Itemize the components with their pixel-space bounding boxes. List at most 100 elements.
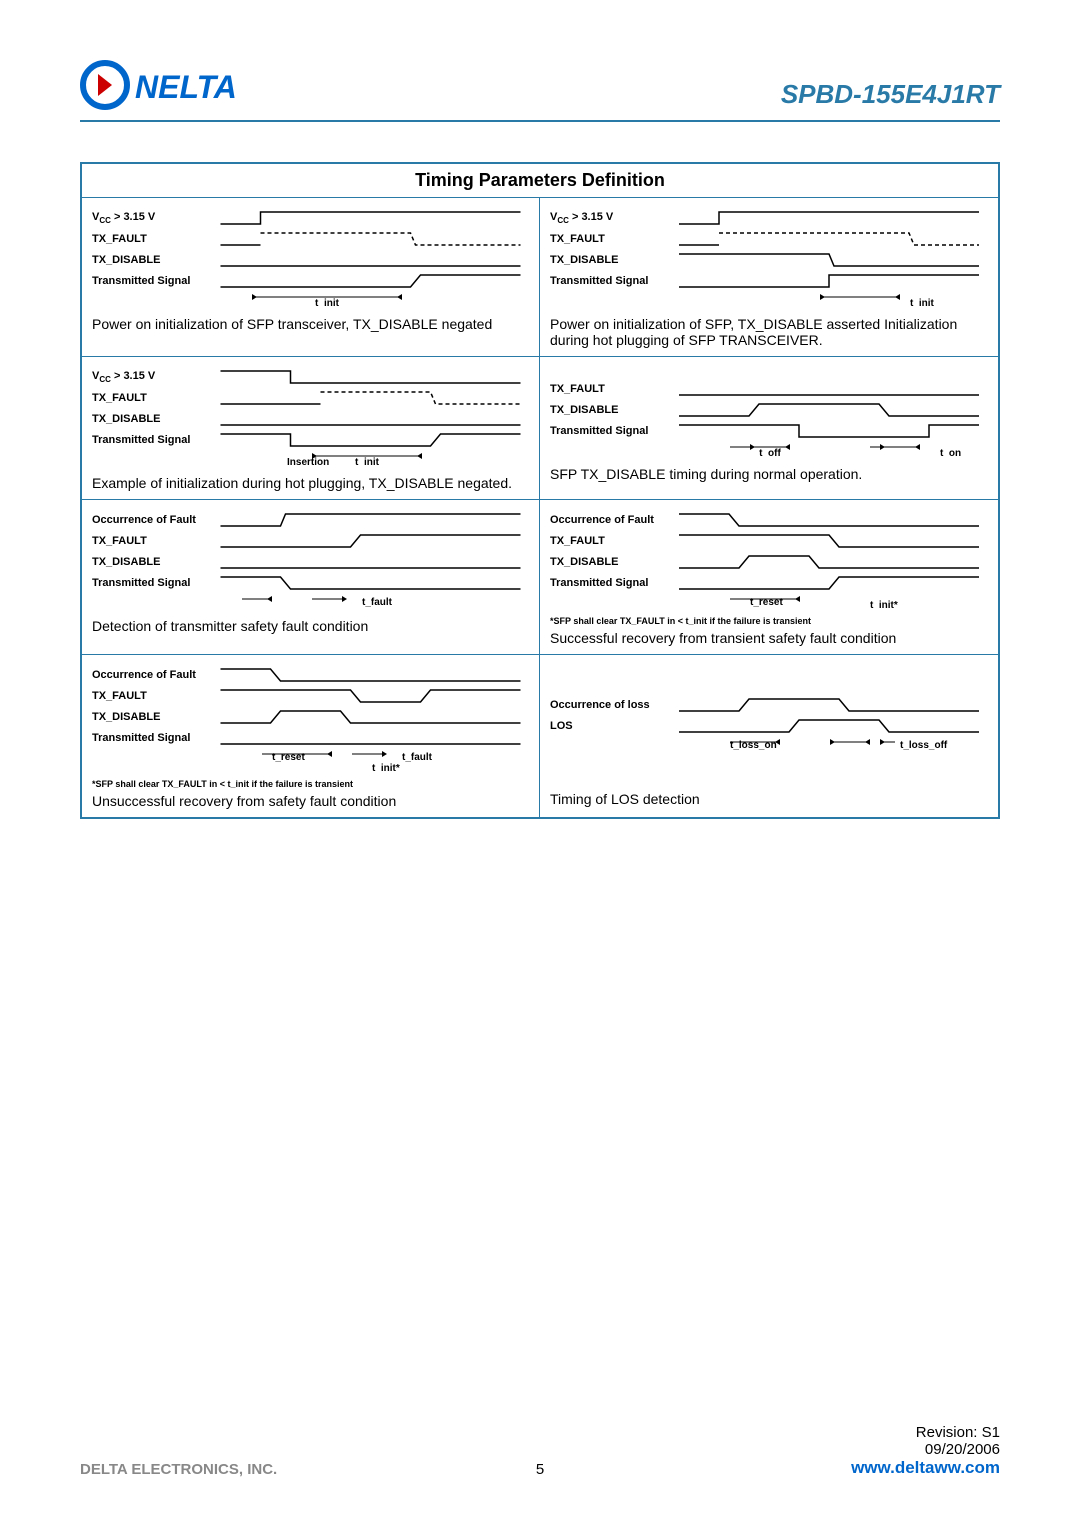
caption: SFP TX_DISABLE timing during normal oper… xyxy=(550,466,988,482)
signal-label: TX_FAULT xyxy=(92,233,212,245)
caption: Power on initialization of SFP, TX_DISAB… xyxy=(550,316,988,348)
timing-label: t_loss_off xyxy=(900,740,948,751)
signal-label: Transmitted Signal xyxy=(550,425,670,437)
revision: Revision: S1 xyxy=(851,1424,1000,1441)
signal-label: TX_DISABLE xyxy=(550,404,670,416)
signal-label: Transmitted Signal xyxy=(550,577,670,589)
caption: Successful recovery from transient safet… xyxy=(550,630,988,646)
timing-label: Insertion xyxy=(287,457,329,466)
waveform xyxy=(212,687,529,705)
waveform xyxy=(670,401,988,419)
signal-label: TX_FAULT xyxy=(92,535,212,547)
page-number: 5 xyxy=(536,1461,544,1478)
signal-label: TX_DISABLE xyxy=(92,711,212,723)
waveform xyxy=(670,230,988,248)
waveform xyxy=(670,511,988,529)
timing-cell: Occurrence of Fault TX_FAULT TX_DISABLE … xyxy=(540,500,998,654)
footer-right: Revision: S1 09/20/2006 www.deltaww.com xyxy=(851,1424,1000,1478)
signal-label: VCC > 3.15 V xyxy=(92,211,212,225)
waveform xyxy=(670,532,988,550)
table-row: VCC > 3.15 V TX_FAULT TX_DISABLE Transmi… xyxy=(82,357,998,500)
timing-cell: Occurrence of Fault TX_FAULT TX_DISABLE … xyxy=(82,500,540,654)
waveform xyxy=(212,272,529,290)
footer-company: DELTA ELECTRONICS, INC. xyxy=(80,1461,277,1478)
waveform xyxy=(670,574,988,592)
waveform xyxy=(212,532,529,550)
date: 09/20/2006 xyxy=(851,1441,1000,1458)
signal-label: VCC > 3.15 V xyxy=(550,211,670,225)
waveform xyxy=(670,209,988,227)
waveform xyxy=(212,209,529,227)
part-number: SPBD-155E4J1RT xyxy=(781,79,1000,110)
waveform xyxy=(670,553,988,571)
timing-label: t_init xyxy=(355,457,380,466)
waveform xyxy=(212,251,529,269)
page-footer: DELTA ELECTRONICS, INC. 5 Revision: S1 0… xyxy=(80,1424,1000,1478)
signal-label: TX_DISABLE xyxy=(550,254,670,266)
waveform xyxy=(670,422,988,440)
timing-cell: VCC > 3.15 V TX_FAULT TX_DISABLE Transmi… xyxy=(540,198,998,356)
footnote: *SFP shall clear TX_FAULT in < t_init if… xyxy=(550,616,988,626)
timing-table: Timing Parameters Definition VCC > 3.15 … xyxy=(80,162,1000,819)
caption: Timing of LOS detection xyxy=(550,791,988,807)
signal-label: VCC > 3.15 V xyxy=(92,370,212,384)
timing-title: Timing Parameters Definition xyxy=(82,164,998,198)
timing-cell: TX_FAULT TX_DISABLE Transmitted Signal t… xyxy=(540,357,998,499)
waveform xyxy=(212,368,529,386)
caption: Unsuccessful recovery from safety fault … xyxy=(92,793,529,809)
signal-label: TX_FAULT xyxy=(550,233,670,245)
waveform xyxy=(212,729,529,747)
website-link[interactable]: www.deltaww.com xyxy=(851,1458,1000,1478)
timing-cell: VCC > 3.15 V TX_FAULT TX_DISABLE Transmi… xyxy=(82,198,540,356)
table-row: Occurrence of Fault TX_FAULT TX_DISABLE … xyxy=(82,500,998,655)
waveform xyxy=(212,389,529,407)
timing-cell: Occurrence of Fault TX_FAULT TX_DISABLE … xyxy=(82,655,540,817)
page-header: NELTA SPBD-155E4J1RT xyxy=(80,60,1000,110)
timing-cell: Occurrence of loss LOS t_loss_ont_loss_o… xyxy=(540,655,998,817)
signal-label: TX_FAULT xyxy=(550,535,670,547)
waveform xyxy=(670,380,988,398)
timing-label: t_off xyxy=(759,448,781,457)
caption: Power on initialization of SFP transceiv… xyxy=(92,316,529,332)
waveform xyxy=(212,431,529,449)
timing-label: t_on xyxy=(940,448,961,457)
caption: Example of initialization during hot plu… xyxy=(92,475,529,491)
table-row: VCC > 3.15 V TX_FAULT TX_DISABLE Transmi… xyxy=(82,198,998,357)
signal-label: TX_FAULT xyxy=(92,392,212,404)
timing-label: t_fault xyxy=(362,597,393,608)
table-row: Occurrence of Fault TX_FAULT TX_DISABLE … xyxy=(82,655,998,817)
timing-label: t_init xyxy=(910,298,935,307)
signal-label: TX_FAULT xyxy=(550,383,670,395)
signal-label: Transmitted Signal xyxy=(550,275,670,287)
signal-label: TX_DISABLE xyxy=(92,556,212,568)
signal-label: TX_DISABLE xyxy=(92,254,212,266)
timing-label: t_init* xyxy=(870,600,898,609)
timing-label: t_init* xyxy=(372,763,400,772)
timing-label: t_init xyxy=(315,298,340,307)
waveform xyxy=(212,410,529,428)
signal-label: Occurrence of Fault xyxy=(550,514,670,526)
waveform xyxy=(212,511,529,529)
timing-label: t_fault xyxy=(402,752,433,763)
waveform xyxy=(670,272,988,290)
waveform xyxy=(212,553,529,571)
signal-label: Occurrence of Fault xyxy=(92,669,212,681)
svg-text:NELTA: NELTA xyxy=(135,69,237,105)
logo: NELTA xyxy=(80,60,280,110)
waveform xyxy=(212,666,529,684)
signal-label: Transmitted Signal xyxy=(92,434,212,446)
signal-label: TX_FAULT xyxy=(92,690,212,702)
signal-label: TX_DISABLE xyxy=(550,556,670,568)
waveform xyxy=(670,251,988,269)
footnote: *SFP shall clear TX_FAULT in < t_init if… xyxy=(92,779,529,789)
signal-label: Transmitted Signal xyxy=(92,577,212,589)
signal-label: Occurrence of Fault xyxy=(92,514,212,526)
waveform xyxy=(212,574,529,592)
waveform xyxy=(212,230,529,248)
waveform xyxy=(670,717,988,735)
signal-label: Transmitted Signal xyxy=(92,275,212,287)
signal-label: TX_DISABLE xyxy=(92,413,212,425)
waveform xyxy=(212,708,529,726)
signal-label: LOS xyxy=(550,720,670,732)
header-divider xyxy=(80,120,1000,122)
